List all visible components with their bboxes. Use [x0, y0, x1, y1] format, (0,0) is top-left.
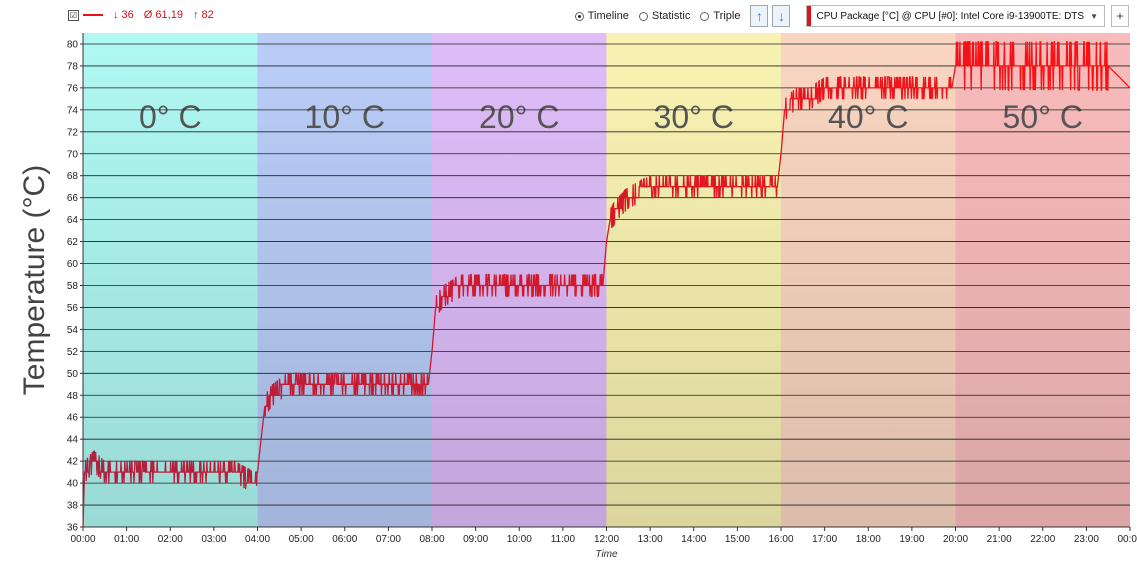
- x-tick-label: 00:00: [70, 534, 95, 545]
- y-tick-label: 50: [67, 369, 79, 380]
- zone-label: 20° C: [479, 99, 559, 135]
- y-tick-label: 36: [67, 523, 79, 534]
- y-tick-label: 70: [67, 149, 79, 160]
- x-tick-label: 21:00: [987, 534, 1012, 545]
- y-tick-label: 72: [67, 127, 79, 138]
- x-tick-label: 01:00: [114, 534, 139, 545]
- y-tick-label: 56: [67, 303, 79, 314]
- stat-max: ↑ 82: [192, 9, 214, 21]
- x-tick-label: 11:00: [551, 534, 576, 545]
- y-tick-label: 44: [67, 435, 79, 446]
- x-tick-label: 19:00: [899, 534, 924, 545]
- y-tick-label: 64: [67, 215, 79, 226]
- zone-label: 0° C: [139, 99, 202, 135]
- radio-dot-icon: [700, 11, 710, 21]
- x-tick-label: 03:00: [201, 534, 226, 545]
- x-tick-label: 13:00: [638, 534, 663, 545]
- view-controls: Timeline Statistic Triple ↑ ↓ CPU Packag…: [574, 5, 1129, 27]
- x-tick-label: 09:00: [463, 534, 488, 545]
- radio-statistic-label: Statistic: [651, 10, 691, 22]
- x-tick-label: 05:00: [289, 534, 314, 545]
- plot-shading: [83, 33, 1130, 527]
- sensor-dropdown-label: CPU Package [°C] @ CPU [#0]: Intel Core …: [816, 10, 1085, 22]
- y-tick-label: 68: [67, 171, 79, 182]
- y-tick-label: 80: [67, 39, 79, 50]
- y-tick-label: 74: [67, 105, 79, 116]
- sensor-dropdown[interactable]: CPU Package [°C] @ CPU [#0]: Intel Core …: [806, 5, 1105, 27]
- x-tick-label: 06:00: [332, 534, 357, 545]
- arrow-down-icon: ↓: [777, 8, 785, 24]
- x-tick-label: 07:00: [376, 534, 401, 545]
- zone-label: 50° C: [1003, 99, 1083, 135]
- move-down-button[interactable]: ↓: [772, 5, 791, 27]
- x-tick-label: 02:00: [158, 534, 183, 545]
- arrow-up-icon: ↑: [755, 8, 763, 24]
- x-axis-label: Time: [595, 549, 618, 560]
- radio-timeline[interactable]: Timeline: [574, 10, 629, 22]
- x-tick-label: 08:00: [419, 534, 444, 545]
- radio-triple[interactable]: Triple: [700, 10, 740, 22]
- y-tick-label: 38: [67, 501, 79, 512]
- radio-triple-label: Triple: [713, 10, 741, 22]
- zone-label: 10° C: [305, 99, 385, 135]
- y-tick-label: 52: [67, 347, 79, 358]
- series-color-swatch: [83, 14, 103, 16]
- radio-timeline-label: Timeline: [587, 10, 629, 22]
- x-tick-label: 15:00: [725, 534, 750, 545]
- chevron-down-icon: ▼: [1090, 11, 1098, 21]
- series-summary: ☑ ↓ 36 Ø 61,19 ↑ 82: [68, 9, 224, 21]
- y-tick-label: 66: [67, 193, 79, 204]
- y-tick-label: 54: [67, 325, 79, 336]
- move-up-button[interactable]: ↑: [750, 5, 769, 27]
- series-visibility-checkbox[interactable]: ☑: [68, 9, 79, 21]
- y-tick-label: 58: [67, 281, 79, 292]
- x-tick-label: 20:00: [943, 534, 968, 545]
- chart-toolbar: ☑ ↓ 36 Ø 61,19 ↑ 82 Timeline Statistic T…: [0, 0, 1137, 30]
- x-tick-label: 04:00: [245, 534, 270, 545]
- sensor-color-bar: [807, 6, 812, 26]
- y-axis-label: Temperature (°C): [18, 165, 51, 395]
- x-tick-label: 22:00: [1030, 534, 1055, 545]
- y-tick-label: 62: [67, 237, 79, 248]
- x-tick-label: 12:00: [594, 534, 619, 545]
- y-tick-label: 78: [67, 61, 79, 72]
- y-tick-label: 42: [67, 457, 79, 468]
- radio-dot-icon: [638, 11, 648, 21]
- series-line: [82, 41, 1131, 528]
- zone-label: 30° C: [654, 99, 734, 135]
- radio-statistic[interactable]: Statistic: [638, 10, 691, 22]
- x-tick-label: 18:00: [856, 534, 881, 545]
- x-tick-label: 00:00: [1117, 534, 1137, 545]
- x-tick-label: 17:00: [812, 534, 837, 545]
- zone-label: 40° C: [828, 99, 908, 135]
- y-tick-label: 46: [67, 413, 79, 424]
- x-tick-label: 16:00: [768, 534, 793, 545]
- y-tick-label: 40: [67, 479, 79, 490]
- y-tick-label: 76: [67, 83, 79, 94]
- x-tick-label: 10:00: [507, 534, 532, 545]
- stat-average: Ø 61,19: [143, 9, 183, 21]
- add-sensor-button[interactable]: +: [1111, 5, 1129, 27]
- y-tick-label: 48: [67, 391, 79, 402]
- stat-min: ↓ 36: [113, 9, 134, 21]
- x-tick-label: 23:00: [1074, 534, 1099, 545]
- x-tick-label: 14:00: [681, 534, 706, 545]
- y-tick-label: 60: [67, 259, 79, 270]
- radio-dot-icon: [574, 11, 584, 21]
